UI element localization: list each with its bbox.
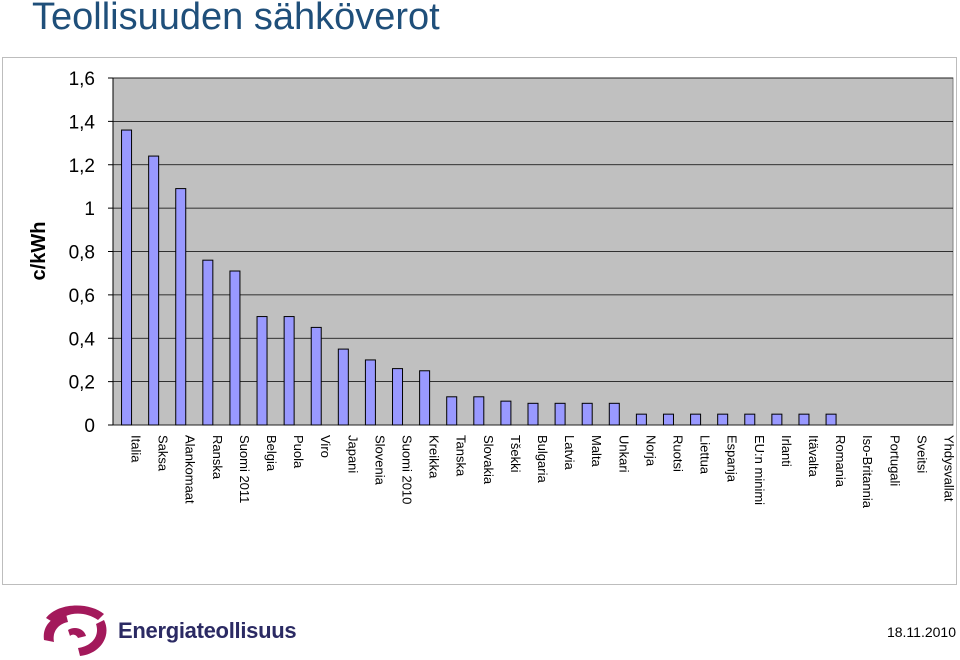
bar <box>473 396 485 426</box>
x-tick-label: Norja <box>643 435 658 467</box>
x-tick-label: Slovakia <box>481 435 496 485</box>
x-tick-label: Ranska <box>210 435 225 480</box>
x-tick-label: Viro <box>318 435 333 458</box>
bar <box>121 129 133 426</box>
x-tick-label: Irlanti <box>779 435 794 467</box>
bar <box>310 326 322 426</box>
bar <box>608 402 620 426</box>
x-tick-label: Kreikka <box>427 435 442 479</box>
logo-mark-icon <box>43 605 107 656</box>
x-tick-label: EU:n minimi <box>752 435 767 505</box>
bar <box>364 359 376 426</box>
bar <box>202 259 214 426</box>
y-tick-label: 0,4 <box>69 329 96 350</box>
x-tick-label: Espanja <box>725 435 740 483</box>
y-tick-label: 0,6 <box>69 286 95 307</box>
x-tick-label: Alankomaat <box>183 435 198 504</box>
bar <box>825 413 837 426</box>
x-tick-label: Latvia <box>562 435 577 470</box>
y-tick-label: 0 <box>84 416 95 437</box>
x-tick-label: Tanska <box>454 435 469 477</box>
x-tick-label: Slovenia <box>372 435 387 486</box>
bar <box>283 316 295 426</box>
x-tick-label: Itävalta <box>806 435 821 478</box>
bar <box>798 413 810 426</box>
bar <box>175 188 187 426</box>
y-tick-label: 1,4 <box>69 112 96 133</box>
x-tick-label: Puola <box>291 435 306 469</box>
x-tick-label: Unkari <box>616 435 631 473</box>
x-tick-label: Yhdysvallat <box>941 435 956 502</box>
bar <box>744 413 756 426</box>
bar-chart: 0 0,2 0,4 0,6 0,8 1 1,2 1,4 1,6 c/kWh Italia Saksa A… <box>28 69 956 509</box>
page-title: Teollisuuden sähköverot <box>32 0 440 38</box>
bar <box>771 413 783 426</box>
x-tick-label: Bulgaria <box>535 435 550 483</box>
logo-text: Energiateollisuus <box>118 618 297 643</box>
bar <box>446 396 458 426</box>
bar <box>581 402 593 426</box>
bar <box>690 413 702 426</box>
energiateollisuus-logo <box>43 605 107 656</box>
bar <box>229 270 241 426</box>
bar <box>419 370 431 426</box>
bar <box>148 155 160 426</box>
y-tick-label: 1,2 <box>69 156 95 177</box>
x-tick-label: Suomi 2010 <box>400 435 415 504</box>
x-tick-label: Saksa <box>156 435 171 472</box>
bar <box>662 413 674 426</box>
bar <box>337 348 349 426</box>
x-tick-label: Iso-Britannia <box>860 435 875 509</box>
x-tick-label: Portugali <box>887 435 902 486</box>
x-tick-label: Romania <box>833 435 848 488</box>
x-tick-label: Malta <box>589 435 604 468</box>
x-tick-label: Belgia <box>264 435 279 472</box>
x-tick-label: Ruotsi <box>670 435 685 472</box>
x-tick-label: Liettua <box>698 435 713 475</box>
bar <box>554 402 566 426</box>
x-tick-label: Japani <box>345 435 360 473</box>
date-stamp: 18.11.2010 <box>886 624 956 640</box>
y-tick-label: 1 <box>84 199 95 220</box>
bar <box>635 413 647 426</box>
chart-frame: 0 0,2 0,4 0,6 0,8 1 1,2 1,4 1,6 c/kWh Italia Saksa A… <box>2 57 957 585</box>
y-axis-label: c/kWh <box>28 222 50 281</box>
x-tick-label: Tšekki <box>508 435 523 473</box>
x-tick-label: Sveitsi <box>914 435 929 473</box>
bar <box>392 368 404 426</box>
bar <box>717 413 729 426</box>
y-tick-label: 0,8 <box>69 243 95 264</box>
bar <box>256 316 268 426</box>
bar <box>527 402 539 426</box>
y-tick-label: 1,6 <box>69 69 95 90</box>
bar <box>500 400 512 426</box>
x-tick-label: Italia <box>129 435 144 463</box>
x-tick-label: Suomi 2011 <box>237 435 252 503</box>
y-tick-label: 0,2 <box>69 373 95 394</box>
